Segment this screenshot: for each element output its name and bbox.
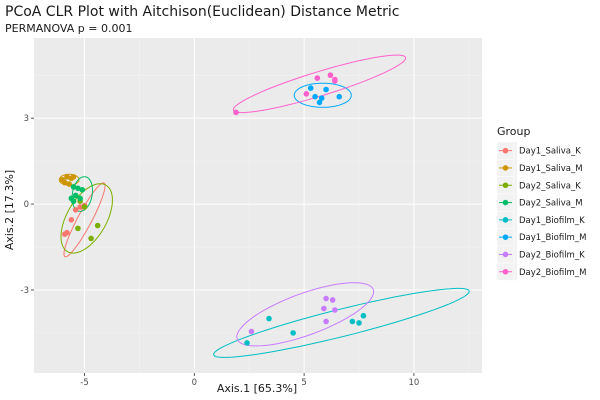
point-day2-saliva-m — [70, 184, 77, 190]
point-day1-saliva-m — [64, 174, 70, 180]
point-day1-biofilm-m — [312, 93, 318, 100]
point-day2-biofilm-m — [314, 75, 321, 81]
ellipse-day2-saliva-m — [71, 176, 93, 212]
legend-label: Day1_Saliva_M — [519, 164, 583, 174]
ellipse-day1-biofilm-k — [213, 287, 470, 358]
plot-panel — [34, 38, 482, 373]
legend-label: Day2_Saliva_M — [519, 199, 583, 209]
point-day2-biofilm-k — [329, 297, 336, 303]
point-day1-biofilm-m — [307, 85, 314, 91]
point-day2-saliva-m — [77, 195, 83, 202]
ellipse-day1-saliva-k — [63, 182, 106, 258]
point-day1-biofilm-k — [356, 320, 362, 326]
point-day1-saliva-k — [72, 206, 79, 213]
point-day2-saliva-k — [75, 225, 81, 232]
y-tick-label: -3 — [21, 286, 29, 296]
legend-key-point — [502, 147, 509, 154]
y-tick-label: 3 — [24, 114, 29, 124]
chart-subtitle: PERMANOVA p = 0.001 — [5, 22, 132, 35]
ellipse-day2-biofilm-m — [232, 54, 407, 114]
point-day2-biofilm-m — [332, 78, 338, 84]
legend-key-point — [502, 217, 509, 223]
x-axis-ticks: -5 0 5 10 — [80, 373, 419, 388]
legend: Group Day1_Saliva_K Day1_Saliva_M Day2_Sal… — [496, 125, 586, 281]
legend-label: Day1_Saliva_K — [519, 147, 581, 157]
point-day2-saliva-k — [88, 235, 94, 242]
legend-label: Day2_Biofilm_M — [519, 268, 586, 278]
point-day1-biofilm-k — [349, 318, 356, 325]
x-tick-label: 10 — [409, 378, 420, 388]
point-day1-biofilm-k — [244, 340, 250, 346]
point-day1-biofilm-m — [316, 99, 323, 106]
point-day1-biofilm-k — [360, 312, 367, 319]
confidence-ellipses — [58, 54, 470, 358]
point-day2-biofilm-k — [332, 307, 338, 313]
point-day2-biofilm-k — [323, 318, 329, 325]
legend-key-point — [502, 165, 509, 171]
point-day1-biofilm-k — [266, 315, 272, 322]
point-day1-saliva-k — [61, 231, 68, 237]
legend-key-point — [502, 268, 509, 275]
point-day1-biofilm-m — [323, 86, 329, 93]
x-axis-title: Axis.1 [65.3%] — [217, 382, 297, 395]
point-day2-biofilm-k — [323, 295, 329, 302]
point-day2-biofilm-m — [233, 109, 239, 116]
point-day1-biofilm-m — [318, 95, 325, 101]
legend-key-point — [502, 234, 509, 240]
chart-title: PCoA CLR Plot with Aitchison(Euclidean) … — [5, 4, 399, 20]
legend-label: Day1_Biofilm_K — [519, 216, 585, 226]
legend-label: Day2_Biofilm_K — [519, 250, 585, 260]
point-day2-biofilm-k — [248, 328, 255, 335]
legend-title: Group — [497, 125, 531, 138]
legend-key-point — [502, 199, 509, 206]
point-day2-biofilm-m — [303, 91, 310, 97]
point-day2-saliva-m — [72, 192, 79, 199]
point-day2-saliva-m — [75, 185, 81, 192]
point-day2-saliva-m — [70, 198, 77, 205]
point-day2-saliva-k — [94, 222, 101, 229]
point-day1-saliva-m — [61, 179, 68, 186]
point-day2-saliva-k — [81, 204, 88, 210]
point-day1-saliva-m — [70, 174, 77, 180]
y-axis-ticks: -3 0 3 — [21, 114, 34, 296]
ellipse-day1-biofilm-m — [293, 82, 352, 108]
x-tick-label: 0 — [192, 378, 197, 388]
legend-key-point — [502, 251, 509, 258]
legend-key-point — [502, 182, 509, 189]
point-day2-biofilm-k — [321, 305, 327, 312]
point-day1-saliva-k — [77, 204, 83, 210]
x-tick-label: -5 — [80, 378, 88, 388]
ellipse-day2-biofilm-k — [236, 282, 375, 347]
y-tick-label: 0 — [24, 200, 29, 210]
point-day2-saliva-m — [79, 186, 86, 193]
ellipse-day2-saliva-k — [60, 183, 113, 254]
legend-label: Day1_Biofilm_M — [519, 233, 586, 243]
point-day1-biofilm-k — [290, 330, 296, 336]
point-day1-saliva-m — [66, 181, 72, 187]
point-day1-saliva-k — [68, 217, 75, 223]
x-tick-label: 5 — [301, 378, 306, 388]
point-day1-biofilm-m — [336, 93, 343, 100]
point-day2-biofilm-m — [327, 72, 334, 79]
y-axis-title: Axis.2 [17.3%] — [3, 170, 16, 250]
data-points — [59, 72, 367, 346]
legend-label: Day2_Saliva_K — [519, 181, 581, 191]
